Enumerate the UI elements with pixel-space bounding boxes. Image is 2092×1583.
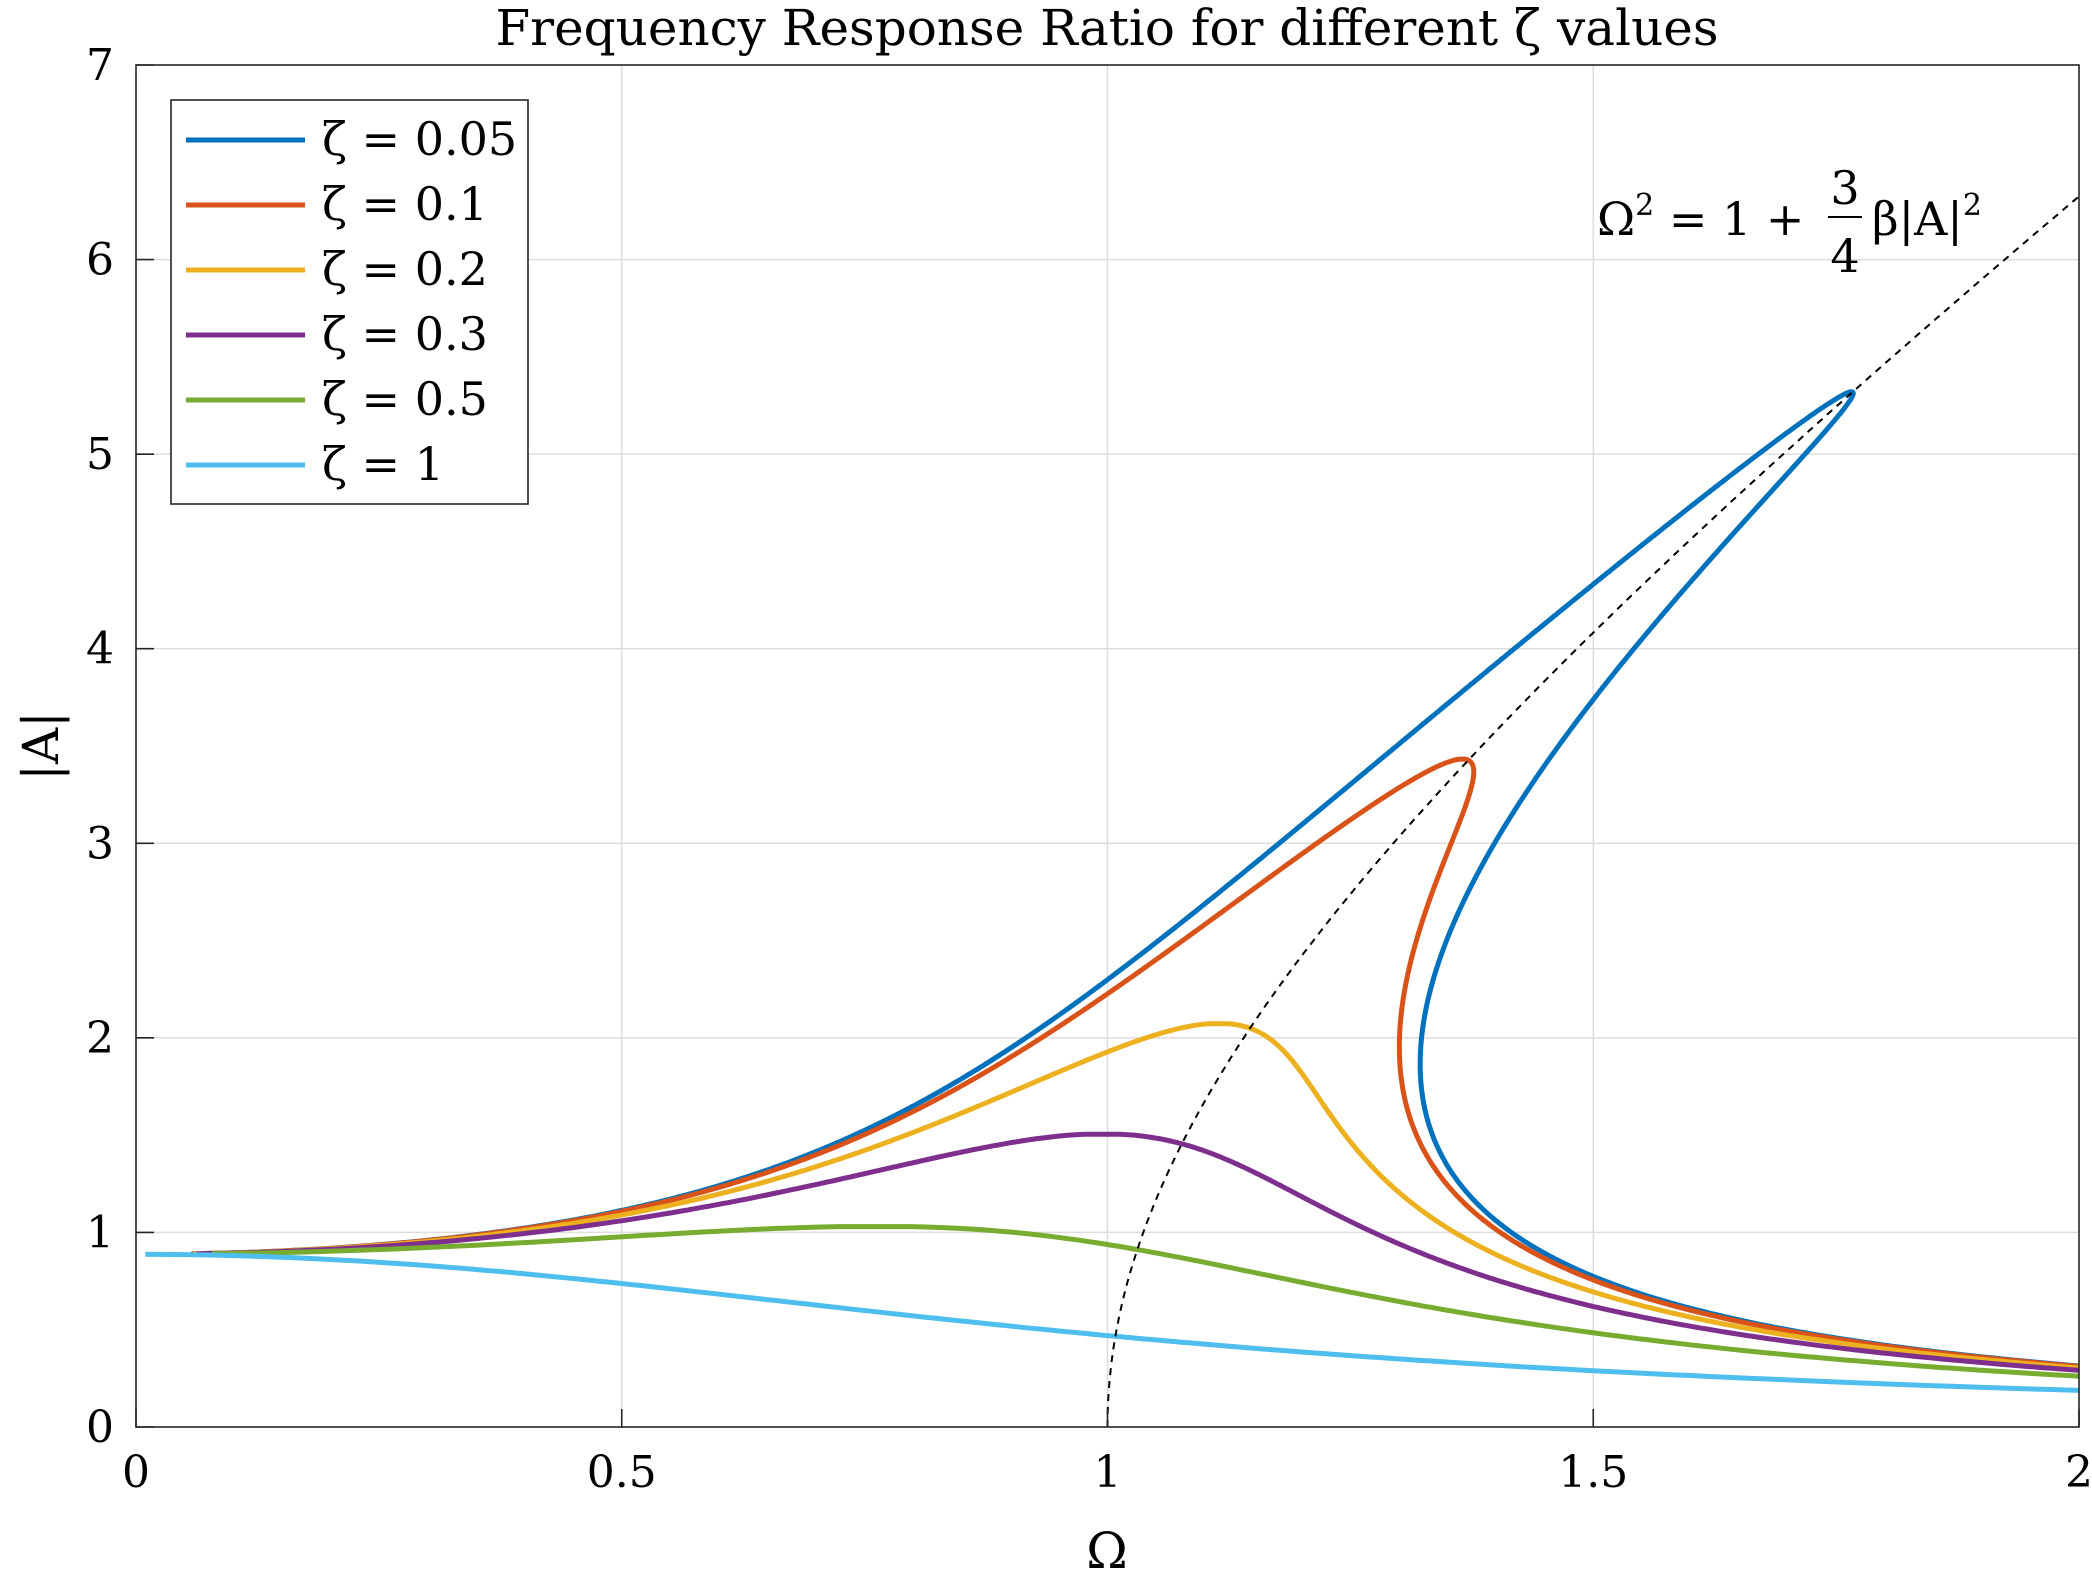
y-tick-label: 2 (86, 1013, 114, 1064)
equation-denominator: 4 (1830, 229, 1859, 283)
series-line (193, 1021, 2079, 1371)
y-tick-label: 7 (86, 40, 114, 91)
series-line (145, 1251, 2079, 1393)
x-tick-label: 2 (2065, 1447, 2092, 1498)
legend: ζ = 0.05 ζ = 0.1 ζ = 0.2 ζ = 0.3 ζ = 0.5 ζ = … (170, 99, 529, 505)
grid-lines (136, 65, 2079, 1427)
x-tick-label: 1.5 (1558, 1447, 1628, 1498)
legend-box (170, 99, 529, 505)
x-tick-label: 1 (1094, 1447, 1122, 1498)
x-tick-label: 0 (122, 1447, 150, 1498)
y-tick-label: 0 (86, 1402, 114, 1453)
series-line (212, 1224, 2079, 1379)
series-line (196, 1131, 2079, 1373)
y-tick-label: 3 (86, 818, 114, 869)
series-line (191, 389, 2079, 1369)
equation-sup1: 2 (1635, 188, 1654, 223)
backbone-line (1106, 195, 2079, 1427)
legend-label: ζ = 0.3 (322, 307, 488, 361)
y-axis-label: |A| (12, 711, 70, 781)
x-axis-ticks: 0 0.5 1 1.5 2 (122, 1409, 2092, 1498)
y-tick-label: 6 (86, 235, 114, 286)
legend-label: ζ = 0.5 (322, 372, 488, 426)
legend-label: ζ = 1 (322, 437, 444, 491)
equation-sup2: 2 (1963, 188, 1982, 223)
equation-numerator: 3 (1830, 161, 1859, 215)
legend-label: ζ = 0.05 (322, 112, 517, 166)
x-axis-label: Ω (1086, 1522, 1127, 1580)
equation-beta-a: β|A| (1872, 192, 1963, 246)
x-tick-label: 0.5 (587, 1447, 657, 1498)
y-tick-label: 1 (86, 1207, 114, 1258)
chart-title: Frequency Response Ratio for different ζ… (495, 0, 1718, 57)
legend-label: ζ = 0.1 (322, 177, 488, 231)
equation-mid: = 1 + (1654, 192, 1804, 246)
legend-label: ζ = 0.2 (322, 242, 488, 296)
equation-omega: Ω (1597, 192, 1635, 246)
series-curves (145, 389, 2079, 1393)
equation-rhs: β|A|2 (1872, 188, 1982, 246)
backbone-equation-label: Ω2 = 1 + (1597, 188, 1804, 246)
y-axis-ticks: 0 1 2 3 4 5 6 7 (86, 40, 154, 1453)
y-tick-label: 5 (86, 429, 114, 480)
series-line (191, 756, 2079, 1369)
y-tick-label: 4 (86, 624, 114, 675)
backbone-curve (1106, 195, 2079, 1427)
